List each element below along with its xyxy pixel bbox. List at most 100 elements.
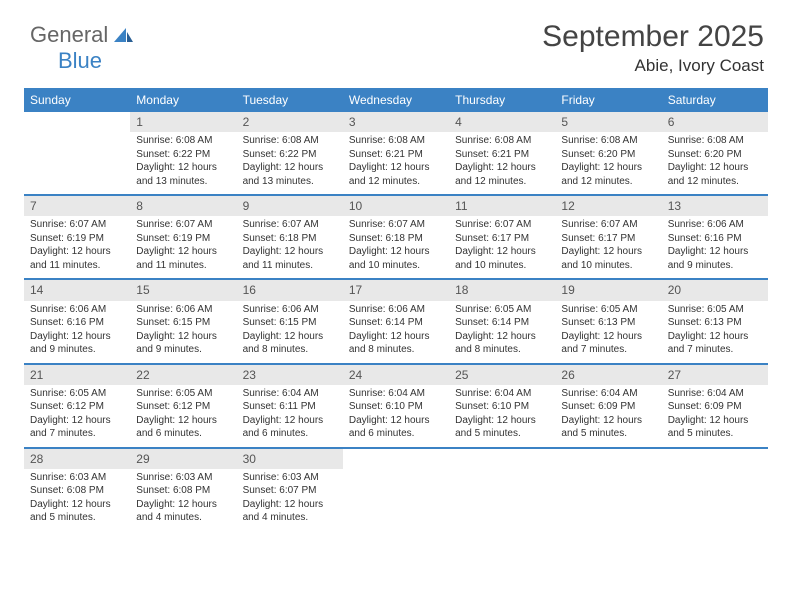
sunrise: Sunrise: 6:08 AM — [668, 134, 762, 148]
logo: General Blue — [30, 22, 134, 74]
day-cell: 29Sunrise: 6:03 AMSunset: 6:08 PMDayligh… — [130, 449, 236, 531]
sunrise: Sunrise: 6:04 AM — [561, 387, 655, 401]
day-number: 27 — [662, 365, 768, 385]
day-number: 2 — [237, 112, 343, 132]
daylight: Daylight: 12 hours and 9 minutes. — [668, 245, 762, 272]
day-number: 29 — [130, 449, 236, 469]
daylight: Daylight: 12 hours and 6 minutes. — [349, 414, 443, 441]
daylight: Daylight: 12 hours and 11 minutes. — [136, 245, 230, 272]
logo-text-blue: Blue — [58, 48, 102, 73]
sunrise: Sunrise: 6:04 AM — [455, 387, 549, 401]
day-info: Sunrise: 6:04 AMSunset: 6:10 PMDaylight:… — [449, 387, 555, 441]
sunset: Sunset: 6:13 PM — [668, 316, 762, 330]
day-info: Sunrise: 6:06 AMSunset: 6:16 PMDaylight:… — [662, 218, 768, 272]
day-info: Sunrise: 6:08 AMSunset: 6:22 PMDaylight:… — [237, 134, 343, 188]
dow-cell: Friday — [555, 88, 661, 112]
day-info: Sunrise: 6:06 AMSunset: 6:16 PMDaylight:… — [24, 303, 130, 357]
day-cell: 25Sunrise: 6:04 AMSunset: 6:10 PMDayligh… — [449, 365, 555, 447]
sunrise: Sunrise: 6:03 AM — [136, 471, 230, 485]
day-info: Sunrise: 6:07 AMSunset: 6:19 PMDaylight:… — [24, 218, 130, 272]
sunset: Sunset: 6:20 PM — [668, 148, 762, 162]
dow-row: SundayMondayTuesdayWednesdayThursdayFrid… — [24, 88, 768, 112]
day-cell — [555, 449, 661, 531]
sunset: Sunset: 6:09 PM — [668, 400, 762, 414]
daylight: Daylight: 12 hours and 12 minutes. — [561, 161, 655, 188]
daylight: Daylight: 12 hours and 8 minutes. — [243, 330, 337, 357]
day-info: Sunrise: 6:05 AMSunset: 6:12 PMDaylight:… — [130, 387, 236, 441]
day-number: 12 — [555, 196, 661, 216]
daylight: Daylight: 12 hours and 7 minutes. — [30, 414, 124, 441]
sunrise: Sunrise: 6:04 AM — [349, 387, 443, 401]
day-number: 8 — [130, 196, 236, 216]
day-number: 26 — [555, 365, 661, 385]
day-cell: 23Sunrise: 6:04 AMSunset: 6:11 PMDayligh… — [237, 365, 343, 447]
day-cell: 20 Sunrise: 6:05 AMSunset: 6:13 PMDayligh… — [662, 280, 768, 362]
day-cell: 11Sunrise: 6:07 AMSunset: 6:17 PMDayligh… — [449, 196, 555, 278]
sunset: Sunset: 6:18 PM — [349, 232, 443, 246]
sunset: Sunset: 6:12 PM — [30, 400, 124, 414]
day-cell — [662, 449, 768, 531]
sunset: Sunset: 6:18 PM — [243, 232, 337, 246]
day-info: Sunrise: 6:03 AMSunset: 6:08 PMDaylight:… — [24, 471, 130, 525]
daylight: Daylight: 12 hours and 12 minutes. — [668, 161, 762, 188]
sunset: Sunset: 6:22 PM — [243, 148, 337, 162]
dow-cell: Tuesday — [237, 88, 343, 112]
daylight: Daylight: 12 hours and 7 minutes. — [561, 330, 655, 357]
sunrise: Sunrise: 6:07 AM — [455, 218, 549, 232]
sunrise: Sunrise: 6:06 AM — [243, 303, 337, 317]
day-info: Sunrise: 6:04 AMSunset: 6:10 PMDaylight:… — [343, 387, 449, 441]
day-info: Sunrise: 6:05 AMSunset: 6:13 PMDaylight:… — [662, 303, 768, 357]
sunrise: Sunrise: 6:03 AM — [30, 471, 124, 485]
day-info: Sunrise: 6:08 AMSunset: 6:20 PMDaylight:… — [662, 134, 768, 188]
day-cell: 9Sunrise: 6:07 AMSunset: 6:18 PMDaylight… — [237, 196, 343, 278]
daylight: Daylight: 12 hours and 10 minutes. — [561, 245, 655, 272]
sunset: Sunset: 6:13 PM — [561, 316, 655, 330]
dow-cell: Monday — [130, 88, 236, 112]
sunset: Sunset: 6:10 PM — [455, 400, 549, 414]
day-cell: 26Sunrise: 6:04 AMSunset: 6:09 PMDayligh… — [555, 365, 661, 447]
daylight: Daylight: 12 hours and 5 minutes. — [668, 414, 762, 441]
day-number: 20 — [662, 280, 768, 300]
daylight: Daylight: 12 hours and 8 minutes. — [455, 330, 549, 357]
daylight: Daylight: 12 hours and 5 minutes. — [30, 498, 124, 525]
week-row: 14 Sunrise: 6:06 AMSunset: 6:16 PMDayligh… — [24, 280, 768, 364]
day-number: 21 — [24, 365, 130, 385]
day-number: 13 — [662, 196, 768, 216]
day-info: Sunrise: 6:06 AMSunset: 6:14 PMDaylight:… — [343, 303, 449, 357]
day-number: 16 — [237, 280, 343, 300]
day-cell: 10Sunrise: 6:07 AMSunset: 6:18 PMDayligh… — [343, 196, 449, 278]
day-cell: 18Sunrise: 6:05 AMSunset: 6:14 PMDayligh… — [449, 280, 555, 362]
day-number: 25 — [449, 365, 555, 385]
daylight: Daylight: 12 hours and 4 minutes. — [136, 498, 230, 525]
day-info: Sunrise: 6:07 AMSunset: 6:18 PMDaylight:… — [237, 218, 343, 272]
sunrise: Sunrise: 6:05 AM — [455, 303, 549, 317]
sunrise: Sunrise: 6:05 AM — [136, 387, 230, 401]
day-info: Sunrise: 6:05 AMSunset: 6:13 PMDaylight:… — [555, 303, 661, 357]
sunrise: Sunrise: 6:07 AM — [30, 218, 124, 232]
sunset: Sunset: 6:15 PM — [243, 316, 337, 330]
daylight: Daylight: 12 hours and 13 minutes. — [243, 161, 337, 188]
week-row: 28Sunrise: 6:03 AMSunset: 6:08 PMDayligh… — [24, 449, 768, 531]
day-info: Sunrise: 6:04 AMSunset: 6:09 PMDaylight:… — [662, 387, 768, 441]
dow-cell: Wednesday — [343, 88, 449, 112]
day-number: 18 — [449, 280, 555, 300]
sunrise: Sunrise: 6:08 AM — [349, 134, 443, 148]
sunrise: Sunrise: 6:08 AM — [561, 134, 655, 148]
daylight: Daylight: 12 hours and 6 minutes. — [243, 414, 337, 441]
day-info: Sunrise: 6:05 AMSunset: 6:12 PMDaylight:… — [24, 387, 130, 441]
day-cell: 7Sunrise: 6:07 AMSunset: 6:19 PMDaylight… — [24, 196, 130, 278]
daylight: Daylight: 12 hours and 5 minutes. — [455, 414, 549, 441]
day-cell: 5Sunrise: 6:08 AMSunset: 6:20 PMDaylight… — [555, 112, 661, 194]
day-info: Sunrise: 6:03 AMSunset: 6:07 PMDaylight:… — [237, 471, 343, 525]
day-number: 1 — [130, 112, 236, 132]
sunset: Sunset: 6:12 PM — [136, 400, 230, 414]
sunrise: Sunrise: 6:08 AM — [455, 134, 549, 148]
day-number: 28 — [24, 449, 130, 469]
day-number: 14 — [24, 280, 130, 300]
logo-sail-icon — [112, 26, 134, 44]
sunrise: Sunrise: 6:07 AM — [561, 218, 655, 232]
day-number: 30 — [237, 449, 343, 469]
sunrise: Sunrise: 6:07 AM — [243, 218, 337, 232]
day-info: Sunrise: 6:04 AMSunset: 6:11 PMDaylight:… — [237, 387, 343, 441]
day-cell: 27Sunrise: 6:04 AMSunset: 6:09 PMDayligh… — [662, 365, 768, 447]
